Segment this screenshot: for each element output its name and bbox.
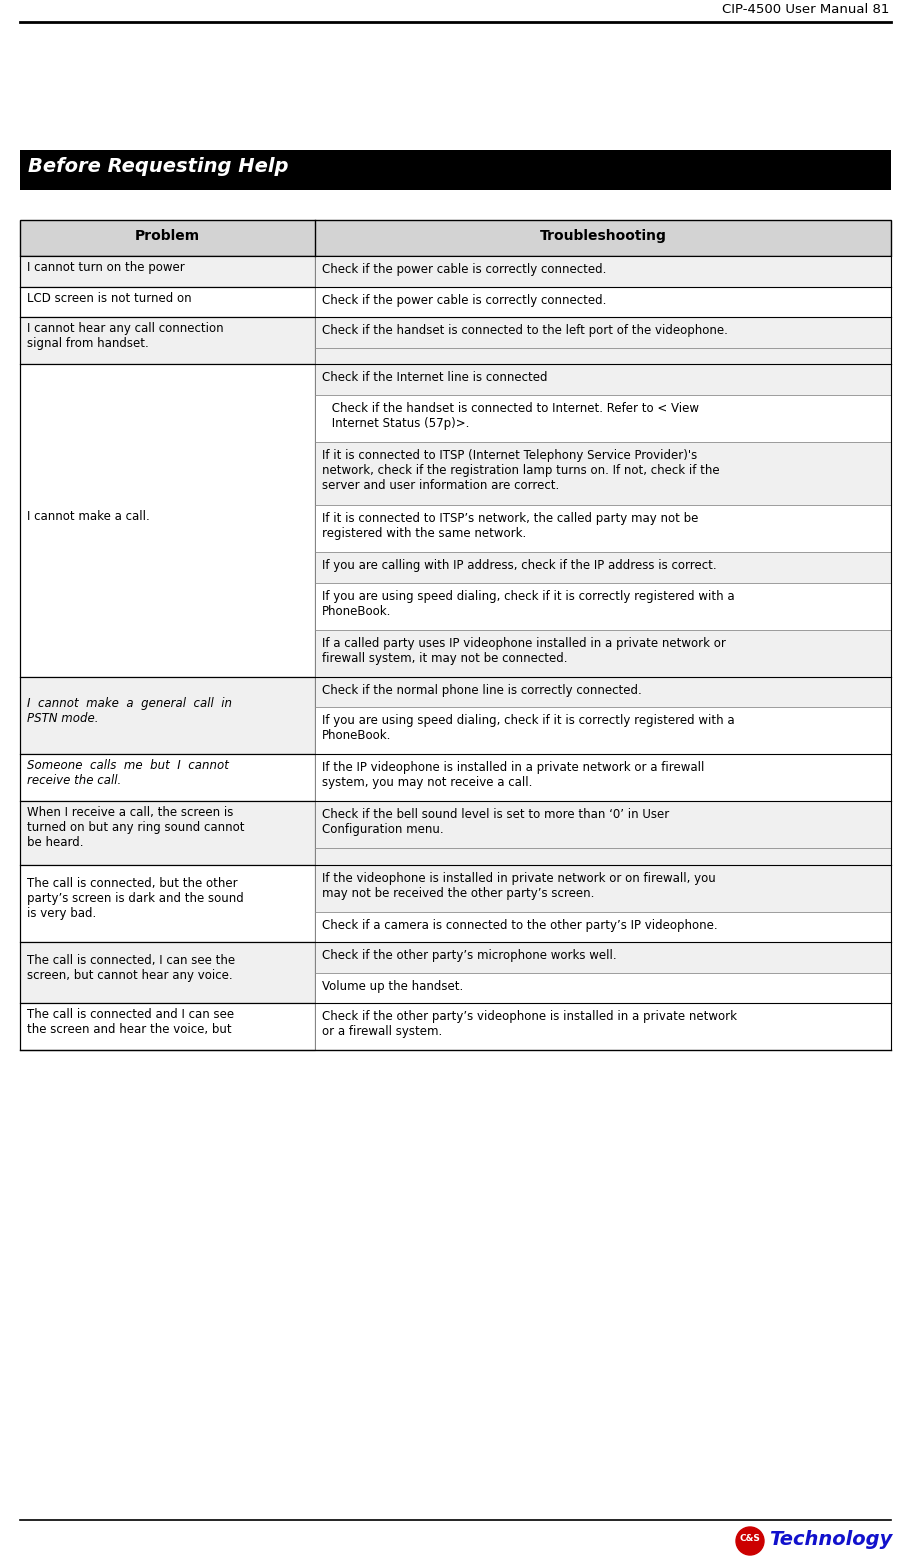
Text: If a called party uses IP videophone installed in a private network or
firewall : If a called party uses IP videophone ins… (322, 637, 726, 665)
Bar (315, 347, 891, 365)
Bar (315, 365, 891, 394)
Text: I cannot hear any call connection
signal from handset.: I cannot hear any call connection signal… (27, 323, 223, 351)
Text: I  cannot  make  a  general  call  in
PSTN mode.: I cannot make a general call in PSTN mod… (27, 696, 232, 724)
Bar (315, 505, 891, 552)
Bar (20, 754, 315, 801)
Bar (20, 365, 315, 676)
Bar (315, 287, 891, 316)
Text: Technology: Technology (769, 1530, 893, 1549)
Text: Check if the handset is connected to the left port of the videophone.: Check if the handset is connected to the… (322, 324, 728, 337)
Bar (315, 801, 891, 848)
Text: Problem: Problem (135, 229, 200, 243)
Bar (20, 220, 891, 256)
Bar (20, 287, 315, 316)
Text: The call is connected, but the other
party’s screen is dark and the sound
is ver: The call is connected, but the other par… (27, 877, 244, 919)
Bar (20, 801, 315, 865)
Text: Check if the other party’s microphone works well.: Check if the other party’s microphone wo… (322, 949, 617, 961)
Bar (20, 150, 891, 190)
Text: If you are using speed dialing, check if it is correctly registered with a
Phone: If you are using speed dialing, check if… (322, 714, 734, 742)
Text: Someone  calls  me  but  I  cannot
receive the call.: Someone calls me but I cannot receive th… (27, 759, 229, 787)
Text: I cannot turn on the power: I cannot turn on the power (27, 262, 185, 274)
Text: If you are using speed dialing, check if it is correctly registered with a
Phone: If you are using speed dialing, check if… (322, 589, 734, 617)
Text: The call is connected and I can see
the screen and hear the voice, but: The call is connected and I can see the … (27, 1008, 234, 1036)
Text: Check if the bell sound level is set to more than ‘0’ in User
Configuration menu: Check if the bell sound level is set to … (322, 809, 670, 837)
Bar (315, 865, 891, 911)
Bar (20, 316, 315, 365)
Bar (315, 754, 891, 801)
Text: CIP-4500 User Manual 81: CIP-4500 User Manual 81 (722, 3, 889, 16)
Bar (315, 394, 891, 441)
Text: Check if a camera is connected to the other party’s IP videophone.: Check if a camera is connected to the ot… (322, 919, 718, 932)
Bar (315, 583, 891, 629)
Bar (315, 1003, 891, 1050)
Text: C&S: C&S (740, 1535, 761, 1542)
Text: The call is connected, I can see the
screen, but cannot hear any voice.: The call is connected, I can see the scr… (27, 953, 235, 982)
Text: Check if the handset is connected to Internet. Refer to < View
 Internet Status : Check if the handset is connected to Int… (328, 402, 699, 430)
Text: Check if the power cable is correctly connected.: Check if the power cable is correctly co… (322, 293, 607, 307)
Text: Check if the Internet line is connected: Check if the Internet line is connected (322, 371, 548, 383)
Text: Check if the normal phone line is correctly connected.: Check if the normal phone line is correc… (322, 684, 641, 696)
Text: LCD screen is not turned on: LCD screen is not turned on (27, 291, 191, 304)
Bar (20, 1003, 315, 1050)
Text: Check if the other party’s videophone is installed in a private network
or a fir: Check if the other party’s videophone is… (322, 1010, 737, 1038)
Text: If it is connected to ITSP (Internet Telephony Service Provider)'s
network, chec: If it is connected to ITSP (Internet Tel… (322, 449, 720, 491)
Bar (315, 676, 891, 707)
Bar (315, 972, 891, 1003)
Bar (315, 316, 891, 347)
Bar (315, 629, 891, 676)
Text: If you are calling with IP address, check if the IP address is correct.: If you are calling with IP address, chec… (322, 559, 717, 572)
Bar (20, 943, 315, 1003)
Bar (315, 256, 891, 287)
Text: Volume up the handset.: Volume up the handset. (322, 980, 464, 992)
Text: When I receive a call, the screen is
turned on but any ring sound cannot
be hear: When I receive a call, the screen is tur… (27, 805, 244, 849)
Bar (315, 441, 891, 505)
Bar (20, 865, 315, 943)
Bar (20, 256, 315, 287)
Bar (20, 676, 315, 754)
Text: If it is connected to ITSP’s network, the called party may not be
registered wit: If it is connected to ITSP’s network, th… (322, 513, 699, 541)
Circle shape (736, 1527, 764, 1555)
Bar (315, 848, 891, 865)
Text: Troubleshooting: Troubleshooting (539, 229, 667, 243)
Text: If the IP videophone is installed in a private network or a firewall
system, you: If the IP videophone is installed in a p… (322, 760, 704, 788)
Bar (315, 943, 891, 972)
Bar (315, 707, 891, 754)
Text: Before Requesting Help: Before Requesting Help (28, 157, 289, 176)
Text: I cannot make a call.: I cannot make a call. (27, 509, 149, 523)
Bar (315, 911, 891, 943)
Text: Check if the power cable is correctly connected.: Check if the power cable is correctly co… (322, 263, 607, 276)
Bar (315, 552, 891, 583)
Text: If the videophone is installed in private network or on firewall, you
may not be: If the videophone is installed in privat… (322, 871, 716, 899)
